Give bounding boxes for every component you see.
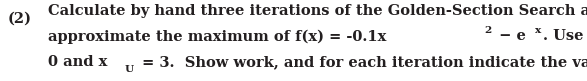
Text: 2: 2	[485, 26, 492, 35]
Text: = 3.  Show work, and for each iteration indicate the value of x: = 3. Show work, and for each iteration i…	[137, 55, 587, 69]
Text: − e: − e	[494, 29, 526, 43]
Text: x: x	[535, 26, 541, 35]
Text: U: U	[125, 65, 134, 74]
Text: approximate the maximum of f(x) = -0.1x: approximate the maximum of f(x) = -0.1x	[48, 29, 386, 43]
Text: 0 and x: 0 and x	[48, 55, 107, 69]
Text: (2): (2)	[8, 12, 32, 26]
Text: Calculate by hand three iterations of the Golden-Section Search algorithm to: Calculate by hand three iterations of th…	[48, 4, 587, 18]
Text: . Use an initial bracket of x: . Use an initial bracket of x	[544, 29, 587, 43]
